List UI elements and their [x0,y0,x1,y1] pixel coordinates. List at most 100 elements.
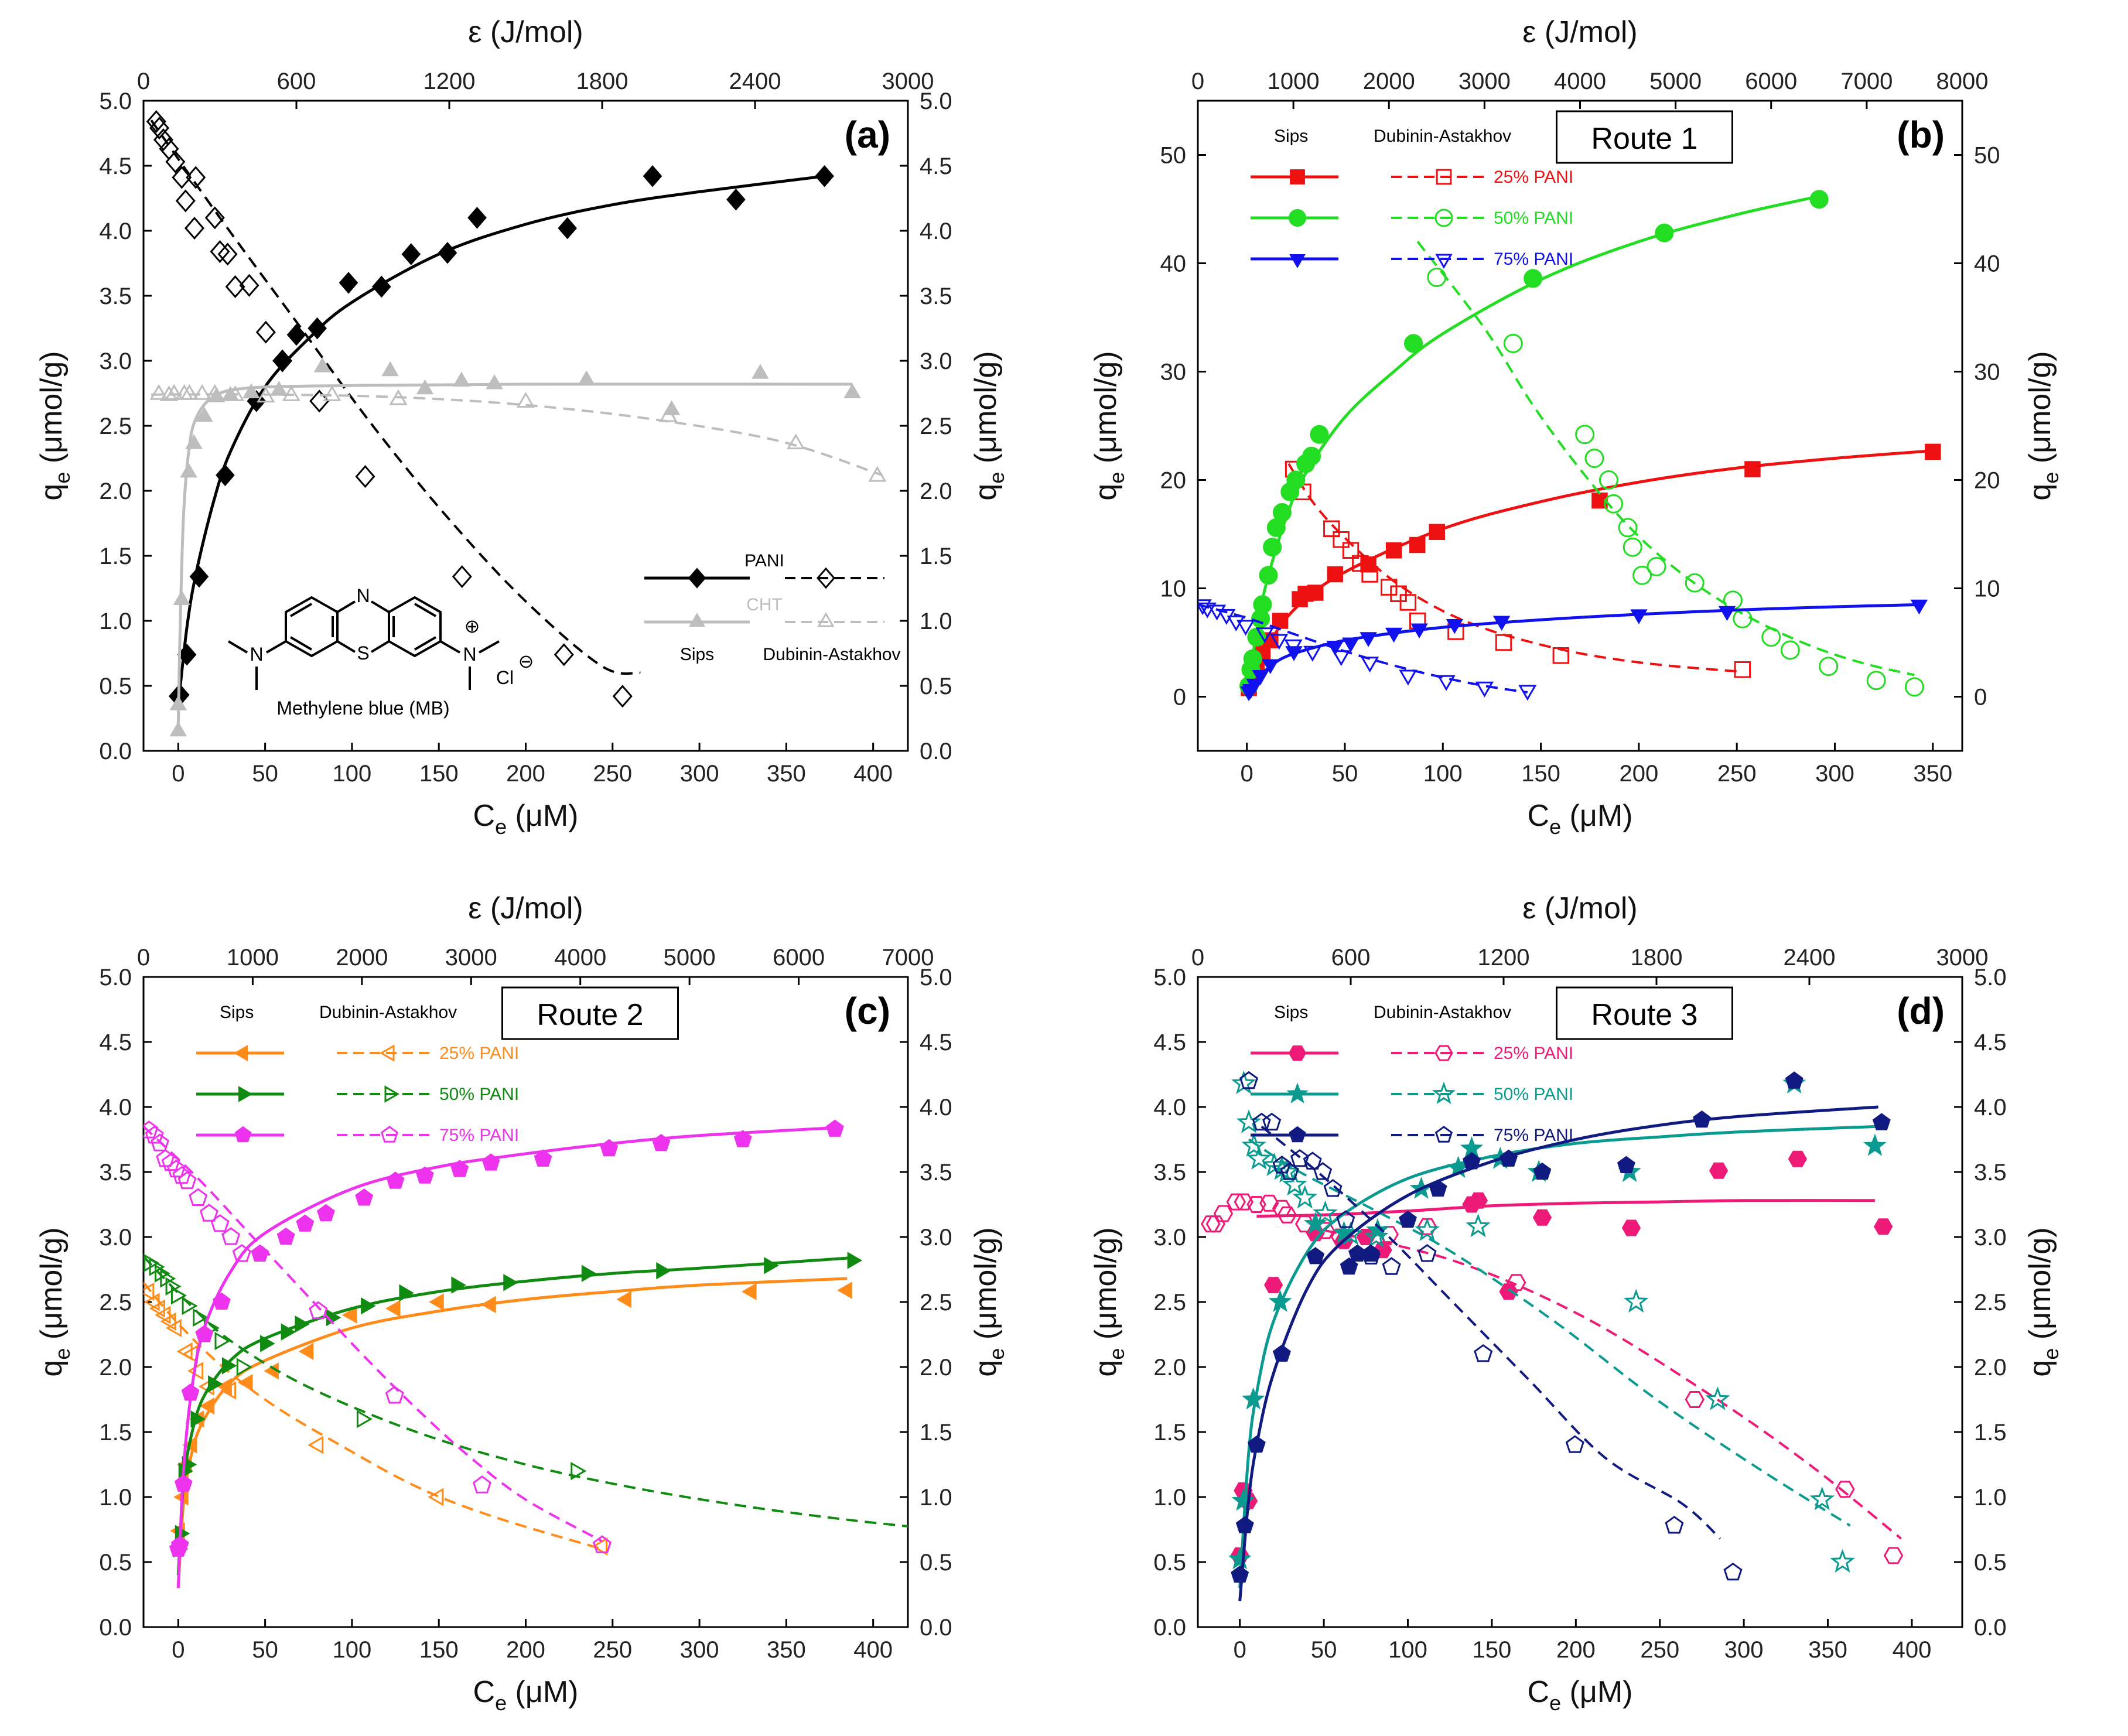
sips-point-25-pani [385,1300,401,1317]
sips-point-75-pani [1446,619,1464,634]
x2-tick-label: 600 [277,69,316,94]
da-point-25-pani [1272,1200,1292,1217]
sips-point-50-pani [1253,595,1272,614]
y-tick-label: 1.5 [1153,1420,1186,1445]
da-point-75-pani [1237,620,1255,636]
y2-tick-label: 1.0 [920,1485,952,1511]
da-point-50-pani [1809,1486,1835,1511]
da-point-75-pani [1303,645,1322,662]
sips-point-25-pani [1429,524,1445,540]
da-point-25-pani [1213,1205,1234,1222]
y-tick-label: 4.5 [1153,1030,1186,1055]
y2-tick-label: 0.0 [920,739,952,764]
legend-entry-label: 25% PANI [439,1044,519,1063]
da-point-50-pani [1236,1109,1262,1133]
sips-point-75-pani [1499,1149,1518,1167]
da-point-pani [612,685,633,708]
sips-point-75-pani [1235,1516,1254,1533]
x-tick-label: 50 [1311,1637,1337,1663]
da-point-75-pani [199,1204,218,1222]
y-axis-title: qe (μmol/g) [1089,351,1129,500]
da-point-50-pani [1761,627,1781,647]
sips-point-50-pani [1228,1547,1252,1570]
y-tick-label: 3.0 [1153,1225,1186,1250]
legend-sips-marker [234,1126,252,1143]
sips-point-50-pani [260,1335,275,1352]
da-point-75-pani [1262,1112,1282,1131]
mb-left-ring [285,596,339,658]
sips-point-50-pani [764,1257,779,1274]
x2-tick-label: 8000 [1936,69,1989,94]
legend-entry-label: 75% PANI [439,1126,519,1145]
legend-da-marker [1432,1081,1456,1105]
sips-point-pani [401,243,421,265]
sips-point-75-pani [1872,1113,1891,1130]
x2-tick-label: 2000 [1363,69,1415,94]
sips-point-75-pani [1630,609,1648,624]
sips-point-75-pani [1362,1244,1380,1262]
y-tick-label: 1.5 [99,1420,132,1445]
mb-left-ring-inner1 [289,603,313,617]
y-tick-label: 2.0 [99,479,132,504]
y-tick-label: 0.5 [99,674,132,699]
y-tick-label: 1.0 [99,609,132,634]
x-tick-label: 200 [506,1637,545,1663]
sips-point-25-pani [1591,492,1608,509]
sips-point-cht [242,383,260,398]
sips-point-25-pani [1385,542,1402,559]
route-box [501,986,679,1040]
sips-point-75-pani [1718,606,1736,621]
da-point-cht [516,392,535,408]
da-point-50-pani [1623,1289,1649,1313]
x-axis-title: Ce (μM) [473,799,579,839]
x2-tick-label: 6000 [1745,69,1797,94]
x-tick-label: 0 [172,761,185,787]
da-point-50-pani [1364,1224,1389,1248]
da-point-50-pani [149,1257,165,1276]
legend-sips-marker [238,1086,253,1102]
da-fit-line-50-pani [144,1255,908,1527]
y2-axis-title: qe (μmol/g) [2023,1227,2063,1376]
da-point-75-pani [1518,685,1537,701]
da-point-75-pani [1665,1515,1684,1534]
da-point-pani [217,242,238,266]
x2-axis-title: ε (J/mol) [468,15,583,49]
da-point-75-pani [1323,1179,1343,1197]
sips-point-50-pani [503,1273,518,1291]
sips-point-25-pani [1409,536,1426,553]
panel-label: (b) [1897,114,1945,156]
legend-header-sips: Sips [220,1003,254,1022]
da-point-50-pani [1830,1549,1855,1573]
sips-point-75-pani [1693,1110,1711,1128]
sips-point-cht [416,379,434,395]
da-point-pani [186,166,206,189]
mb-charge-plus: ⊕ [464,616,480,637]
da-point-25-pani [165,1318,182,1337]
sips-point-25-pani [1263,1277,1283,1294]
y-tick-label: 4.0 [99,1095,132,1120]
y2-tick-label: 3.0 [920,1225,952,1250]
x2-tick-label: 4000 [1554,69,1606,94]
x2-tick-label: 1200 [1478,945,1530,970]
da-fit-line-25-pani [144,1282,603,1550]
sips-point-50-pani [361,1297,376,1315]
da-point-50-pani [936,1525,949,1540]
x-axis-title: Ce (μM) [1528,799,1633,839]
sips-fit-line-pani [176,175,825,706]
panel-label: (d) [1897,990,1945,1032]
da-point-75-pani [1239,1071,1259,1089]
x-tick-label: 200 [1620,761,1659,787]
sips-point-75-pani [1246,678,1263,694]
da-point-25-pani [1333,531,1350,548]
da-point-25-pani [1277,1206,1297,1224]
da-fit-line-75-pani [1261,1125,1721,1540]
y2-tick-label: 2.5 [920,414,952,439]
sips-fit-line-25-pani [176,1277,848,1588]
da-point-pani [210,240,230,264]
y-tick-label: 20 [1160,468,1187,494]
da-point-50-pani [1313,1200,1338,1225]
da-point-cht [159,385,179,401]
sips-point-75-pani [1399,1210,1417,1228]
da-point-25-pani [1734,661,1751,678]
x-tick-label: 100 [1388,1637,1427,1663]
